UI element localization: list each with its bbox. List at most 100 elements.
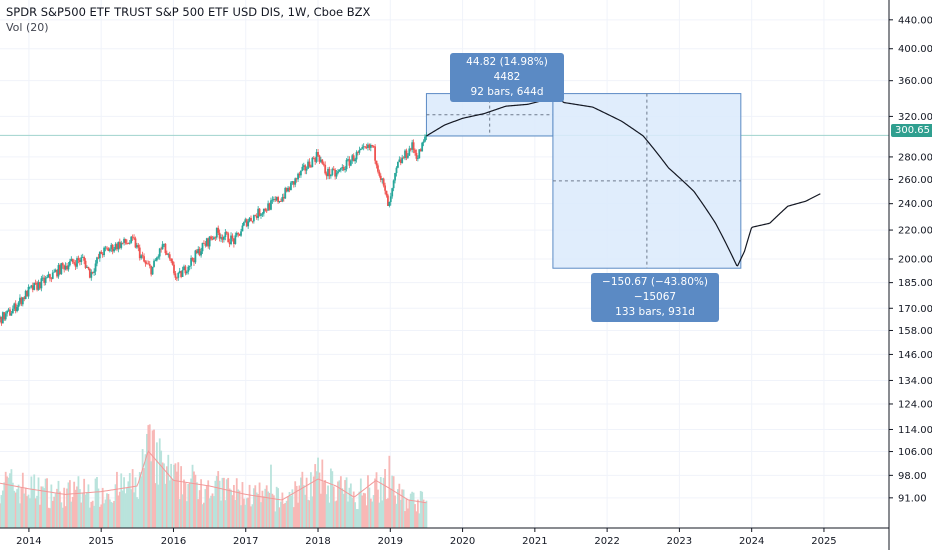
volume-bar <box>141 449 144 528</box>
candle-body <box>335 173 338 177</box>
candle-body <box>321 159 324 164</box>
volume-bar <box>201 504 204 528</box>
candle-body <box>100 251 103 254</box>
volume-bar <box>0 503 1 528</box>
volume-bar <box>422 499 425 528</box>
volume-bar <box>108 499 111 528</box>
volume-bar <box>13 490 16 528</box>
volume-bar <box>327 485 329 528</box>
volume-bar <box>252 488 255 528</box>
volume-bar <box>100 504 103 528</box>
volume-bar <box>369 498 372 528</box>
volume-bar <box>177 462 180 528</box>
candle-body <box>377 165 379 172</box>
candle-body <box>379 175 382 180</box>
volume-bar <box>401 489 404 528</box>
volume-bar <box>377 489 379 528</box>
volume-bar <box>224 500 227 528</box>
candle-body <box>56 270 58 277</box>
volume-bar <box>36 495 38 528</box>
candle-body <box>148 264 151 266</box>
candle-body <box>277 197 280 203</box>
volume-bar <box>81 493 84 528</box>
volume-bar <box>262 496 265 528</box>
volume-bar <box>242 498 245 528</box>
y-tick-label: 134.00 <box>898 376 932 387</box>
candle-body <box>213 237 215 240</box>
candle-body <box>237 233 240 234</box>
volume-bar <box>248 484 251 528</box>
volume-bar <box>267 491 270 528</box>
volume-bar <box>131 469 134 528</box>
candle-body <box>304 165 307 171</box>
candle-body <box>60 263 63 275</box>
volume-bar <box>140 476 143 528</box>
candle-body <box>131 236 134 238</box>
volume-bar <box>171 479 174 528</box>
volume-bar <box>9 473 11 528</box>
volume-bar <box>261 490 264 528</box>
candle-body <box>221 237 224 240</box>
candle-body <box>232 238 235 244</box>
candle-body <box>20 297 23 305</box>
candle-body <box>392 180 395 189</box>
volume-bar <box>291 489 294 528</box>
candle-body <box>351 155 354 161</box>
x-tick-label: 2016 <box>161 536 186 547</box>
candle-body <box>68 261 71 266</box>
volume-bar <box>58 491 61 528</box>
volume-indicator-label[interactable]: Vol (20) <box>6 21 49 34</box>
candle-body <box>73 262 76 264</box>
candle-body <box>23 297 26 299</box>
volume-bar <box>29 498 31 528</box>
volume-bar <box>359 478 362 528</box>
candle-body <box>111 244 114 252</box>
x-tick-label: 2021 <box>522 536 547 547</box>
volume-bar <box>19 503 21 528</box>
x-tick-label: 2017 <box>233 536 258 547</box>
candle-body <box>13 303 16 309</box>
volume-bar <box>66 488 68 528</box>
volume-bar <box>7 477 10 528</box>
candle-body <box>185 271 188 274</box>
volume-bar <box>352 491 355 528</box>
candle-body <box>117 241 120 250</box>
volume-bar <box>329 468 332 528</box>
candle-body <box>287 187 289 192</box>
volume-bar <box>190 478 193 528</box>
candle-body <box>81 256 84 258</box>
measure-down-duration: 133 bars, 931d <box>615 306 695 318</box>
candle-body <box>98 251 101 259</box>
candle-body <box>302 165 305 167</box>
candle-body <box>194 250 197 263</box>
volume-bar <box>361 495 364 528</box>
candle-body <box>275 197 278 201</box>
volume-bar <box>101 487 104 528</box>
candle-body <box>369 145 372 148</box>
candle-body <box>171 261 174 265</box>
candle-body <box>291 181 294 183</box>
candle-body <box>214 237 217 239</box>
candle-body <box>301 166 304 171</box>
candle-body <box>375 160 378 166</box>
x-tick-label: 2024 <box>739 536 764 547</box>
candle-body <box>49 274 51 279</box>
candle-body <box>205 238 208 246</box>
candle-body <box>322 163 325 165</box>
candle-body <box>34 282 37 284</box>
volume-bar <box>314 464 317 528</box>
volume-bar <box>315 471 318 528</box>
volume-bar <box>118 491 121 528</box>
y-tick-label: 106.00 <box>898 447 932 458</box>
volume-ma-line <box>0 450 427 504</box>
volume-bar <box>180 466 183 528</box>
volume-bar <box>154 483 157 528</box>
volume-bar <box>138 472 141 528</box>
volume-bar <box>351 497 354 528</box>
volume-bar <box>208 498 211 528</box>
candle-body <box>58 265 61 275</box>
volume-bar <box>218 480 221 528</box>
candle-body <box>381 178 384 180</box>
candle-body <box>358 149 361 153</box>
